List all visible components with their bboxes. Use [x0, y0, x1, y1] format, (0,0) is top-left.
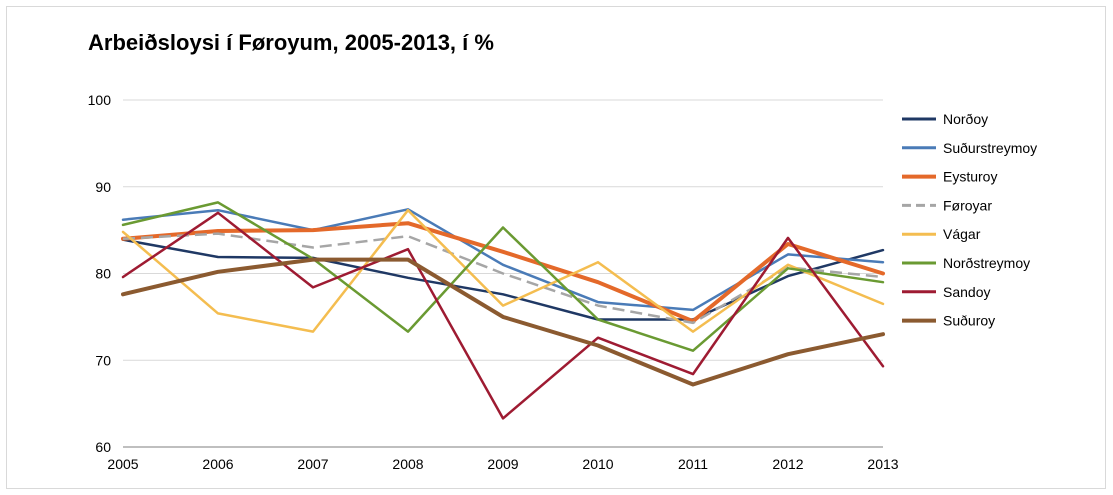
- series-lines: [121, 201, 885, 420]
- series-line-nor-streymoy: [121, 201, 885, 352]
- legend-label: Norðoy: [943, 111, 988, 127]
- series-line-eysturoy: [121, 221, 885, 324]
- x-axis-ticks: 2005 2006 2007 2008 2009 2010 2011 2012 2013: [107, 456, 898, 472]
- chart-title: Arbeiðsloysi í Føroyum, 2005-2013, í %: [88, 30, 494, 55]
- y-tick-label: 90: [95, 179, 111, 195]
- legend-label: Suðurstreymoy: [943, 140, 1037, 156]
- y-tick-label: 60: [95, 439, 111, 455]
- legend-label: Vágar: [943, 226, 981, 242]
- series-line-v-gar: [121, 208, 885, 333]
- legend-label: Norðstreymoy: [943, 255, 1030, 271]
- y-axis-ticks: 60 70 80 90 100: [88, 92, 112, 455]
- series-line-su-urstreymoy: [121, 208, 885, 312]
- chart-frame: [6, 6, 1106, 489]
- y-tick-label: 70: [95, 352, 111, 368]
- x-tick-label: 2011: [678, 456, 708, 472]
- y-tick-label: 80: [95, 266, 111, 282]
- legend-label: Eysturoy: [943, 169, 997, 185]
- legend-label: Sandoy: [943, 284, 990, 300]
- series-line-nor-oy: [121, 238, 885, 321]
- legend-label: Føroyar: [943, 197, 992, 213]
- x-tick-label: 2006: [202, 456, 233, 472]
- x-tick-label: 2013: [867, 456, 898, 472]
- x-tick-label: 2009: [487, 456, 518, 472]
- y-tick-label: 100: [88, 92, 112, 108]
- legend: Norðoy Suðurstreymoy Eysturoy Føroyar Vágar N…: [902, 111, 1037, 329]
- x-tick-label: 2007: [297, 456, 328, 472]
- series-line-sandoy: [121, 211, 885, 420]
- x-tick-label: 2005: [107, 456, 138, 472]
- x-tick-label: 2008: [392, 456, 423, 472]
- x-tick-label: 2010: [582, 456, 613, 472]
- legend-label: Suðuroy: [943, 313, 995, 329]
- series-line-su-uroy: [121, 257, 885, 387]
- x-tick-label: 2012: [772, 456, 803, 472]
